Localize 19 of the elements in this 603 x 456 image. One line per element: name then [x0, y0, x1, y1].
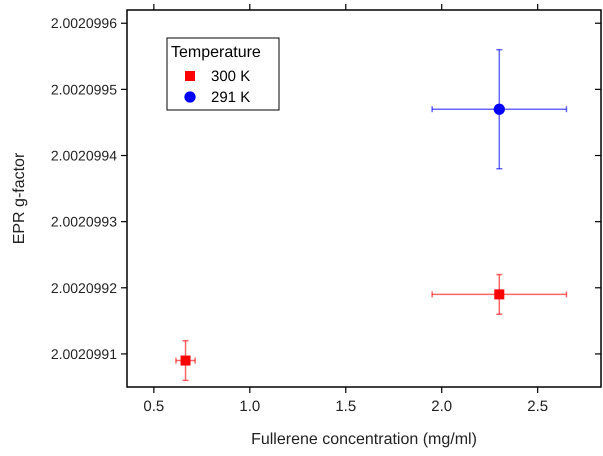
point	[180, 356, 191, 366]
x-axis-title: Fullerene concentration (mg/ml)	[251, 431, 477, 448]
x-tick-label: 1.0	[239, 398, 260, 415]
legend-label: 300 K	[211, 68, 250, 85]
y-tick-label: 2.0020995	[50, 81, 118, 98]
point	[494, 104, 505, 115]
x-tick-label: 2.5	[527, 398, 548, 415]
y-tick-label: 2.0020994	[50, 148, 118, 164]
y-tick-label: 2.0020991	[50, 346, 118, 362]
legend-title: Temperature	[171, 44, 261, 61]
y-tick-label: 2.0020993	[50, 214, 118, 230]
point	[494, 289, 504, 300]
x-tick-label: 0.5	[143, 398, 164, 415]
x-tick-label: 2.0	[431, 398, 452, 415]
y-axis-title: EPR g-factor	[11, 152, 28, 244]
y-tick-label: 2.0020996	[50, 15, 118, 32]
y-tick-label: 2.0020992	[50, 280, 118, 296]
x-tick-label: 1.5	[335, 398, 356, 415]
legend-label: 291 K	[211, 89, 250, 106]
